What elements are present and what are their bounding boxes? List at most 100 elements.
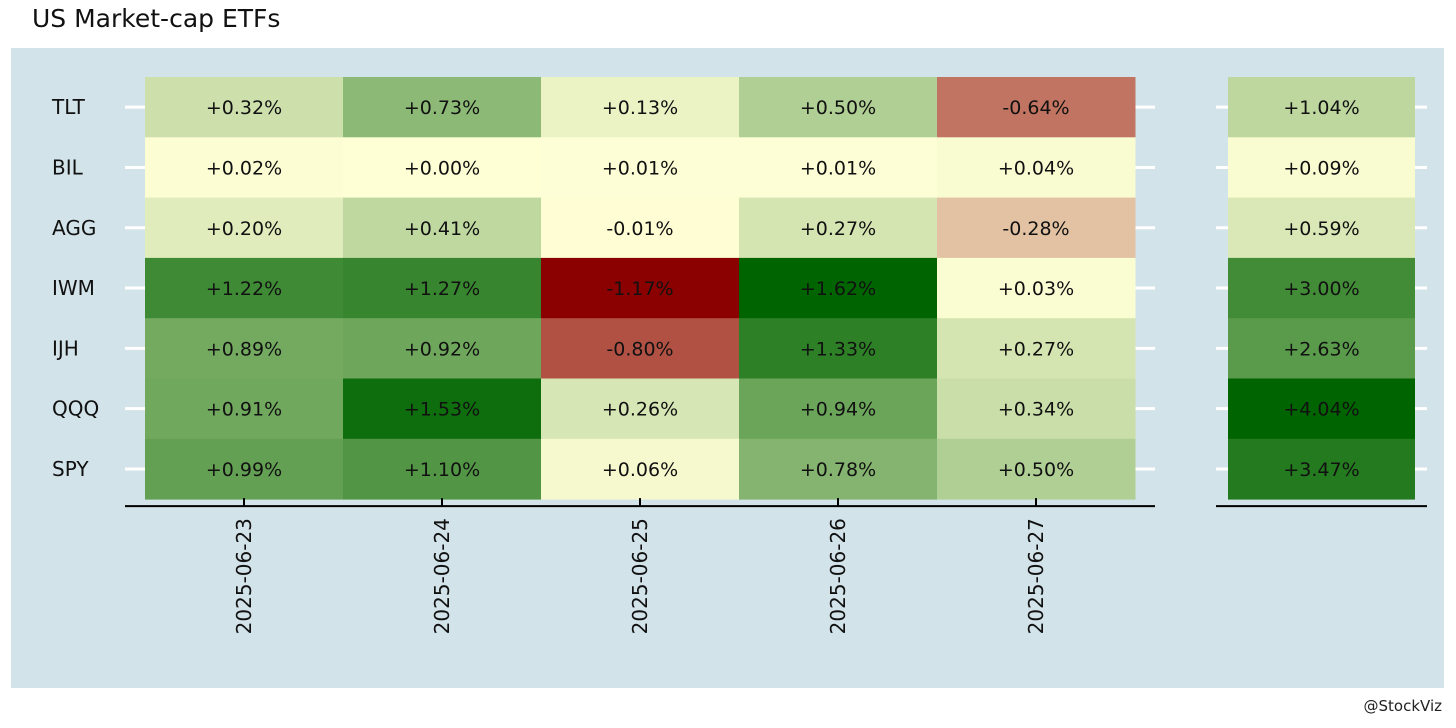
total-cell <box>1228 438 1415 500</box>
heatmap-cell <box>739 318 938 379</box>
cell-label: +0.73% <box>404 97 480 119</box>
cell-label: +0.78% <box>800 459 876 481</box>
heatmap-cell <box>739 197 938 259</box>
total-cell <box>1228 197 1415 259</box>
heatmap-cell <box>343 438 542 500</box>
heatmap-cell <box>541 318 740 379</box>
cell-label: +0.99% <box>206 459 282 481</box>
heatmap-cell <box>145 438 344 500</box>
y-tick-label: TLT <box>51 95 86 119</box>
cell-label: +0.13% <box>602 97 678 119</box>
heatmap-cell <box>541 257 740 319</box>
heatmap-cell <box>145 378 344 440</box>
cell-label: +0.32% <box>206 97 282 119</box>
heatmap-cell <box>937 257 1136 319</box>
total-cell <box>1228 318 1415 379</box>
cell-label: +0.89% <box>206 338 282 360</box>
cell-label: +0.00% <box>404 157 480 179</box>
cell-label: +0.26% <box>602 399 678 421</box>
y-tick-label: IWM <box>52 276 95 300</box>
plot-panel: +0.32% +0.73% +0.13% +0.50% -0.64% +0.02% +0.0… <box>11 48 1444 688</box>
heatmap-cell <box>343 197 542 259</box>
heatmap-cell <box>145 77 344 138</box>
heatmap-cell <box>541 137 740 199</box>
heatmap-cell <box>541 77 740 138</box>
cell-label: -1.17% <box>606 278 673 300</box>
cell-label: +0.27% <box>800 218 876 240</box>
cell-label: +1.53% <box>404 399 480 421</box>
credit-label: @StockViz <box>1363 697 1443 715</box>
x-tick-label: 2025-06-26 <box>826 518 850 634</box>
heatmap-cell <box>739 438 938 500</box>
cell-label: +0.94% <box>800 399 876 421</box>
total-label: +3.47% <box>1283 459 1359 481</box>
cell-label: -0.64% <box>1002 97 1069 119</box>
heatmap-cell <box>541 378 740 440</box>
total-label: +0.59% <box>1283 218 1359 240</box>
x-tick-label: 2025-06-27 <box>1024 518 1048 634</box>
cell-label: +0.41% <box>404 218 480 240</box>
cell-label: +0.04% <box>998 157 1074 179</box>
total-cell <box>1228 77 1415 138</box>
heatmap-cell <box>739 378 938 440</box>
cell-label: -0.80% <box>606 338 673 360</box>
cell-label: +0.50% <box>800 97 876 119</box>
total-cell <box>1228 378 1415 440</box>
total-label: +2.63% <box>1283 338 1359 360</box>
y-tick-label: AGG <box>52 216 96 240</box>
heatmap-cell <box>343 318 542 379</box>
cell-label: +1.33% <box>800 338 876 360</box>
heatmap-cell <box>541 438 740 500</box>
cell-label: -0.01% <box>606 218 673 240</box>
cell-label: +1.22% <box>206 278 282 300</box>
cell-label: +0.50% <box>998 459 1074 481</box>
y-tick-label: IJH <box>52 336 79 360</box>
y-tick-label: SPY <box>52 457 89 481</box>
cell-label: -0.28% <box>1002 218 1069 240</box>
cell-label: +0.92% <box>404 338 480 360</box>
heatmap-cell <box>937 378 1136 440</box>
cell-label: +1.10% <box>404 459 480 481</box>
cell-label: +0.91% <box>206 399 282 421</box>
total-label: +4.04% <box>1283 399 1359 421</box>
cell-label: +0.03% <box>998 278 1074 300</box>
heatmap-cell <box>343 77 542 138</box>
heatmap-cell <box>343 137 542 199</box>
total-label: +1.04% <box>1283 97 1359 119</box>
heatmap-chart: +0.32% +0.73% +0.13% +0.50% -0.64% +0.02% +0.0… <box>51 77 1427 634</box>
cell-label: +0.27% <box>998 338 1074 360</box>
heatmap-cell <box>937 137 1136 199</box>
total-label: +3.00% <box>1283 278 1359 300</box>
heatmap-cell <box>937 197 1136 259</box>
heatmap-cell <box>145 197 344 259</box>
x-tick-label: 2025-06-24 <box>430 518 454 634</box>
total-cell <box>1228 257 1415 319</box>
cell-label: +1.62% <box>800 278 876 300</box>
heatmap-cell <box>937 438 1136 500</box>
heatmap-cell <box>541 197 740 259</box>
heatmap-cell <box>145 137 344 199</box>
cell-label: +0.06% <box>602 459 678 481</box>
y-tick-label: BIL <box>52 155 84 179</box>
heatmap-cell <box>937 318 1136 379</box>
chart-title: US Market-cap ETFs <box>32 4 281 33</box>
heatmap-cell <box>937 77 1136 138</box>
heatmap-cell <box>145 318 344 379</box>
cell-label: +0.20% <box>206 218 282 240</box>
cell-label: +0.34% <box>998 399 1074 421</box>
cell-label: +0.02% <box>206 157 282 179</box>
total-label: +0.09% <box>1283 157 1359 179</box>
x-tick-label: 2025-06-23 <box>232 518 256 634</box>
y-tick-label: QQQ <box>52 397 99 421</box>
total-cell <box>1228 137 1415 199</box>
heatmap-cell <box>343 378 542 440</box>
cell-label: +0.01% <box>800 157 876 179</box>
cell-label: +0.01% <box>602 157 678 179</box>
heatmap-cell <box>739 77 938 138</box>
heatmap-cell <box>343 257 542 319</box>
heatmap-cell <box>739 257 938 319</box>
x-tick-label: 2025-06-25 <box>628 518 652 634</box>
heatmap-cell <box>145 257 344 319</box>
heatmap-cell <box>739 137 938 199</box>
cell-label: +1.27% <box>404 278 480 300</box>
